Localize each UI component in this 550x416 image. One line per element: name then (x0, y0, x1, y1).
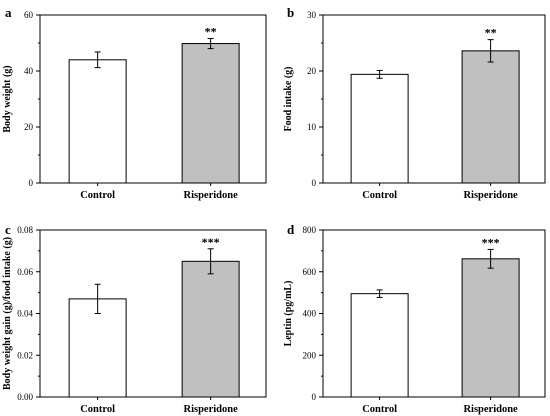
category-label: Risperidone (183, 190, 238, 201)
y-tick-label: 0 (312, 392, 317, 402)
y-tick-label: 0 (312, 178, 317, 188)
y-tick-label: 800 (303, 225, 317, 235)
y-tick-label: 0.06 (17, 267, 33, 277)
y-tick-label: 0.04 (17, 309, 33, 319)
category-label: Risperidone (463, 190, 518, 201)
y-tick-label: 400 (303, 309, 317, 319)
category-label: Control (80, 404, 115, 415)
bar-control (68, 59, 127, 184)
category-label: Risperidone (183, 404, 238, 415)
panel-letter: d (287, 222, 295, 237)
y-tick-label: 30 (307, 10, 317, 20)
category-label: Risperidone (463, 404, 518, 415)
panel-letter: a (5, 5, 12, 20)
y-tick-label: 0.02 (17, 350, 33, 360)
y-tick-label: 0.08 (17, 225, 33, 235)
y-tick-label: 20 (24, 122, 34, 132)
bar-risperidone (461, 50, 520, 184)
y-tick-label: 0 (29, 178, 34, 188)
category-label: Control (80, 190, 115, 201)
y-axis-label: Food intake (g) (283, 67, 294, 132)
y-tick-label: 600 (303, 267, 317, 277)
y-tick-label: 10 (307, 122, 317, 132)
y-tick-label: 40 (24, 66, 34, 76)
category-label: Control (362, 190, 397, 201)
panel-b: b 0 10 20 30 Food intake (g) Control ** Risperid… (283, 5, 546, 201)
significance-marker: ** (485, 26, 497, 40)
y-axis-label: Body weight gain (g)/food intake (g) (2, 237, 13, 390)
bar-control (350, 293, 409, 398)
y-tick-label: 60 (24, 10, 34, 20)
bar-control (350, 73, 409, 184)
bar-risperidone (181, 43, 240, 184)
panel-d: d 0 200 400 600 800 Leptin (pg/mL) Control *** Ri… (283, 222, 546, 415)
category-label: Control (362, 404, 397, 415)
panel-a: a 0 20 40 60 Body weight (g) Control ** Risperid… (2, 5, 267, 201)
y-axis-label: Leptin (pg/mL) (283, 281, 294, 347)
bar-risperidone (461, 258, 520, 398)
panel-letter: c (5, 222, 11, 237)
significance-marker: ** (205, 25, 217, 39)
significance-marker: *** (482, 235, 500, 249)
y-tick-label: 200 (303, 350, 317, 360)
panel-letter: b (287, 5, 294, 20)
y-tick-label: 20 (307, 66, 317, 76)
y-tick-label: 0.00 (17, 392, 33, 402)
significance-marker: *** (202, 235, 220, 249)
panel-c: c 0.00 0.02 0.04 0.06 0.08 Body weight gain (g… (2, 222, 267, 415)
y-axis-label: Body weight (g) (2, 65, 13, 132)
bar-risperidone (181, 260, 240, 398)
